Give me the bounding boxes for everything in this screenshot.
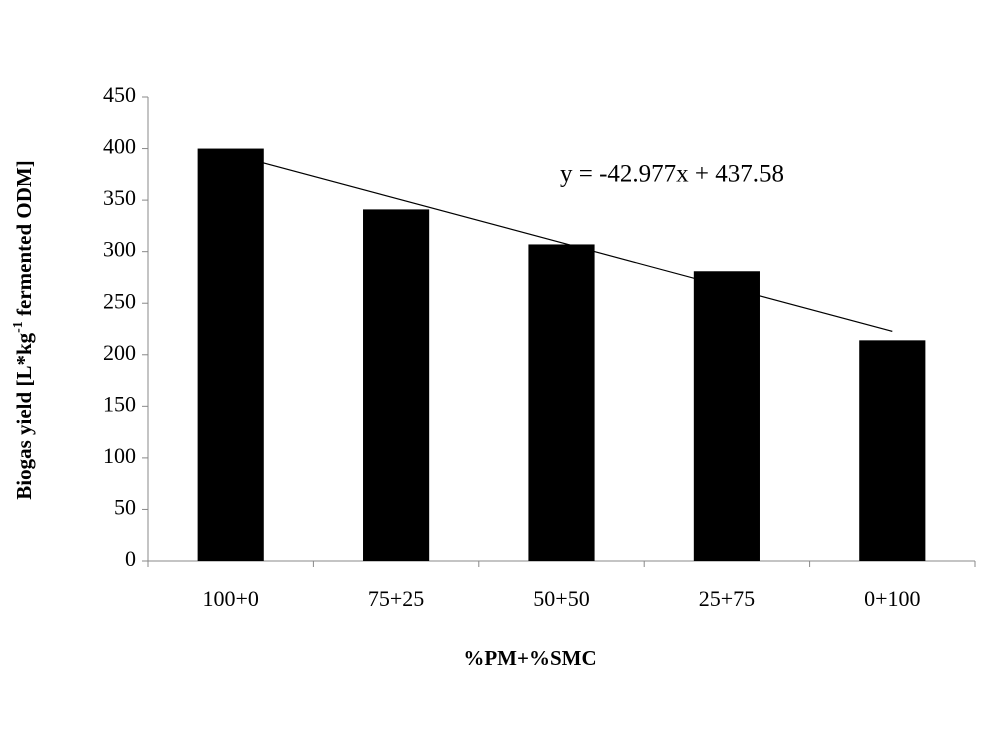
x-tick-label: 75+25 bbox=[368, 586, 424, 611]
x-tick-label: 50+50 bbox=[533, 586, 589, 611]
y-tick-label: 100 bbox=[103, 443, 136, 468]
trendline bbox=[230, 153, 893, 332]
y-tick-label: 300 bbox=[103, 237, 136, 262]
y-tick-label: 350 bbox=[103, 185, 136, 210]
trendline-equation: y = -42.977x + 437.58 bbox=[560, 161, 784, 188]
bar bbox=[363, 209, 430, 561]
bar bbox=[859, 340, 926, 561]
y-tick-label: 0 bbox=[125, 546, 136, 571]
y-tick-label: 50 bbox=[114, 494, 136, 519]
x-axis-title: %PM+%SMC bbox=[463, 646, 596, 670]
x-tick-label: 0+100 bbox=[864, 586, 920, 611]
x-tick-label: 100+0 bbox=[202, 586, 258, 611]
y-tick-label: 450 bbox=[103, 82, 136, 107]
y-tick-label: 200 bbox=[103, 340, 136, 365]
bar bbox=[693, 271, 760, 561]
x-tick-label: 25+75 bbox=[699, 586, 755, 611]
y-axis-title-part: Biogas yield [L*kg bbox=[12, 332, 36, 499]
bar bbox=[197, 148, 264, 562]
y-tick-label: 150 bbox=[103, 391, 136, 416]
y-axis-title: Biogas yield [L*kg-1 fermented ODM] bbox=[11, 160, 36, 499]
bar bbox=[528, 244, 595, 561]
y-tick-label: 400 bbox=[103, 134, 136, 159]
y-tick-label: 250 bbox=[103, 288, 136, 313]
y-axis-title-sup: -1 bbox=[11, 321, 26, 333]
y-axis-title-part: fermented ODM] bbox=[12, 160, 36, 321]
